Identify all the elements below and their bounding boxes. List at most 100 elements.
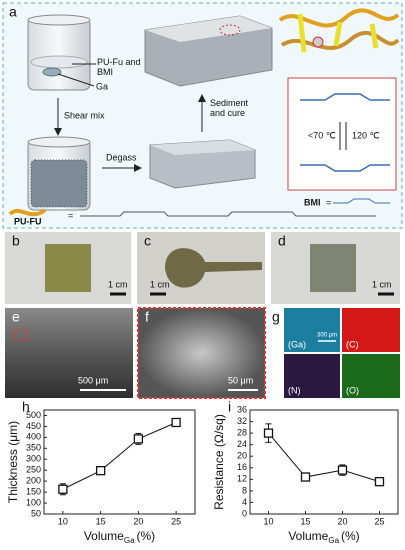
y-axis-label: Resistance (Ω/sq): [212, 414, 226, 510]
structure: [80, 211, 376, 217]
x-axis-label: VolumeGa (%): [288, 529, 359, 545]
annotation: BMI: [304, 197, 321, 207]
y-tick-label: 50: [31, 508, 41, 518]
x-axis-label: Ga: [328, 536, 339, 545]
y-tick-label: 8: [242, 485, 247, 495]
x-tick-label: 20: [337, 516, 347, 526]
y-tick-label: 300: [26, 454, 41, 464]
sample: [45, 244, 91, 292]
scale-text: 1 cm: [372, 279, 392, 289]
annotation: and cure: [210, 108, 245, 118]
annotation: PU-Fu and BMI: [97, 57, 141, 77]
plot-frame: [43, 409, 196, 515]
marker: [58, 484, 68, 494]
x-axis-label: Volume: [288, 529, 328, 543]
beaker-2: [27, 136, 91, 211]
marker: [171, 417, 181, 428]
panel-label: a: [9, 4, 17, 20]
annotation: Ga: [96, 81, 108, 91]
y-tick-label: 32: [237, 416, 247, 426]
y-tick-label: 4: [242, 497, 247, 507]
annotation: PU-Fu and: [97, 57, 141, 67]
data-line: [62, 422, 177, 490]
annotation: <70 ℃: [308, 130, 336, 140]
annotation: Sediment and cure: [210, 98, 249, 118]
y-tick-label: 450: [26, 421, 41, 431]
pointer: [57, 73, 95, 87]
panel-label: d: [278, 233, 286, 249]
marker: [95, 465, 106, 476]
panel-label: b: [12, 233, 20, 249]
x-tick-label: 25: [171, 516, 181, 526]
slab-2: [149, 139, 256, 189]
x-axis-label: VolumeGa (%): [84, 529, 155, 545]
annotation: Degass: [106, 152, 137, 162]
x-axis-label: (%): [137, 529, 156, 543]
x-tick-label: 15: [300, 516, 310, 526]
y-tick-label: 100: [26, 497, 41, 507]
sample: [165, 248, 262, 288]
annotation: =: [68, 210, 73, 220]
panel-label: e: [12, 309, 20, 325]
scale-text: 1 cm: [108, 279, 128, 289]
annotation: PU-FU: [14, 216, 42, 226]
arrow-head: [198, 94, 206, 102]
x-tick-label: 10: [263, 516, 273, 526]
y-tick-label: 20: [237, 451, 247, 461]
y-tick-label: 16: [237, 462, 247, 472]
inset-box: [287, 77, 397, 191]
sem-image: [137, 307, 266, 399]
y-tick-label: 500: [26, 410, 41, 420]
plot-frame: [249, 409, 399, 515]
zoom-box: [13, 329, 29, 341]
scale-text: 50 μm: [228, 375, 253, 385]
x-axis-label: Volume: [84, 529, 124, 543]
beaker-1: [27, 14, 91, 91]
marker: [337, 465, 348, 475]
panel-label: g: [272, 309, 280, 325]
x-tick-label: 25: [374, 516, 384, 526]
structure: [333, 198, 390, 204]
map-label: (Ga): [288, 339, 306, 349]
y-tick-label: 0: [242, 508, 247, 518]
panel-label: i: [228, 399, 231, 415]
icon: [8, 208, 47, 217]
panel-label: h: [22, 399, 30, 415]
sample: [310, 244, 356, 292]
marker: [300, 472, 311, 482]
x-tick-label: 15: [96, 516, 106, 526]
x-tick-label: 20: [133, 516, 143, 526]
map-label: (O): [346, 385, 359, 395]
y-tick-label: 350: [26, 443, 41, 453]
y-tick-label: 250: [26, 465, 41, 475]
y-tick-label: 36: [237, 404, 247, 414]
annotation: Shear mix: [64, 110, 105, 120]
annotation: =: [326, 197, 331, 207]
panel-label: f: [145, 309, 149, 325]
x-axis-label: (%): [341, 529, 360, 543]
map: [284, 308, 340, 352]
scale-text: 300 μm: [317, 333, 337, 339]
map: [284, 354, 340, 398]
polymer-network: [278, 8, 400, 53]
y-axis-label: Thickness (μm): [6, 421, 20, 503]
arrow-head: [134, 164, 142, 172]
x-axis-label: Ga: [124, 536, 135, 545]
marker: [374, 476, 385, 487]
annotation: BMI: [97, 67, 113, 77]
arrow-head: [54, 128, 62, 136]
x-tick-label: 10: [58, 516, 68, 526]
sem-image: [5, 308, 133, 398]
y-tick-label: 200: [26, 476, 41, 486]
annotation: 120 ℃: [352, 130, 380, 140]
y-tick-label: 12: [237, 474, 247, 484]
y-tick-label: 400: [26, 432, 41, 442]
slab-1: [144, 15, 273, 87]
marker: [263, 428, 274, 438]
map: [342, 308, 400, 352]
y-tick-label: 28: [237, 427, 247, 437]
map-label: (C): [346, 339, 359, 349]
y-tick-label: 150: [26, 486, 41, 496]
y-tick-label: 24: [237, 439, 247, 449]
